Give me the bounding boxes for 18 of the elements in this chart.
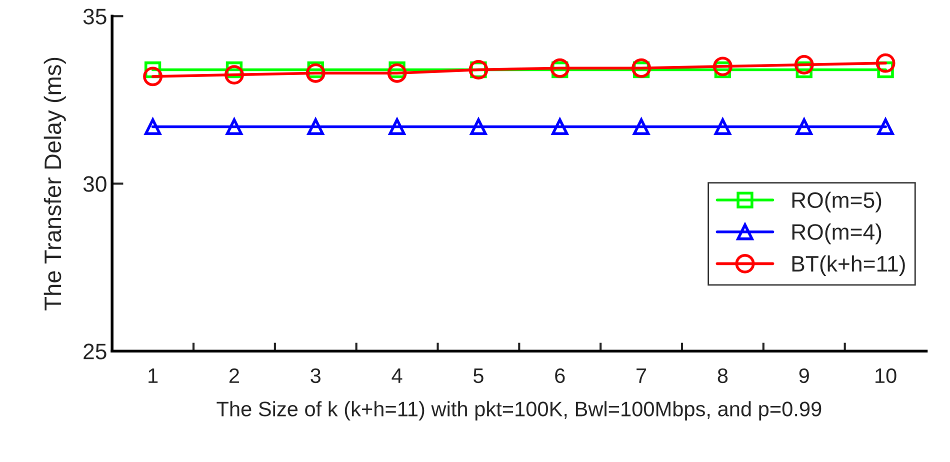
y-tick-label: 30 <box>83 176 106 192</box>
x-tick-label: 3 <box>310 368 321 384</box>
legend-label: RO(m=5) <box>792 192 882 212</box>
x-axis-title: The Size of k (k+h=11) with pkt=100K, Bwl=100Mbps, and p=0.99 <box>216 401 822 421</box>
y-tick-label: 35 <box>83 8 106 24</box>
x-tick-label: 9 <box>799 368 809 384</box>
legend-label: RO(m=4) <box>792 224 882 244</box>
x-tick-label: 5 <box>474 368 484 384</box>
x-tick-label: 2 <box>229 368 239 383</box>
legend-label: BT(k+h=11) <box>792 255 905 276</box>
x-tick-label: 6 <box>555 368 565 384</box>
y-axis-title: The Transfer Delay (ms) <box>44 58 66 310</box>
x-tick-label: 8 <box>718 368 728 384</box>
x-tick-label: 4 <box>392 368 402 383</box>
x-tick-label: 10 <box>876 368 896 384</box>
x-tick-label: 1 <box>148 368 158 383</box>
y-tick-label: 25 <box>84 344 106 360</box>
x-tick-label: 7 <box>636 368 646 383</box>
